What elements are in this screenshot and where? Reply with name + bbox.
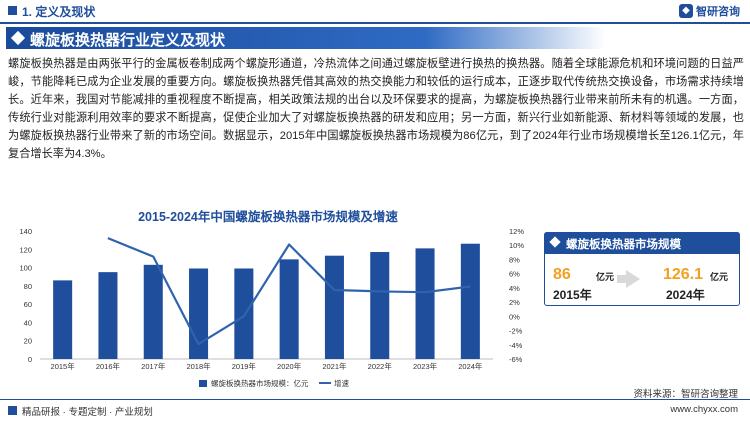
intro-paragraph: 螺旋板换热器是由两张平行的金属板卷制成两个螺旋形通道，冷热流体之间通过螺旋板壁进… [8,58,744,160]
arrow-shaft [617,275,627,283]
logo-text: 智研咨询 [696,6,740,18]
page-title: 螺旋板换热器行业定义及现状 [30,32,226,49]
title-banner: 螺旋板换热器行业定义及现状 [6,27,606,49]
right-tick-label: 4% [509,284,520,293]
bar [98,272,118,359]
right-tick-label: -4% [509,341,523,350]
left-tick-label: 140 [19,227,32,236]
x-tick-label: 2021年 [322,361,347,371]
start-year: 2015年 [553,288,592,302]
footer: 精品研报 · 专题定制 · 产业规划 www.chyxx.com [0,404,750,420]
bar [415,248,435,359]
x-tick-label: 2017年 [141,361,166,371]
source-note: 资料来源：智研咨询整理 [633,389,738,400]
bar [279,259,299,359]
right-tick-label: -6% [509,355,523,364]
footer-marker-icon [8,406,17,415]
bar [324,255,344,359]
start-unit: 亿元 [596,272,615,282]
start-value: 86 [553,266,571,283]
top-bar: 1. 定义及现状 ◆ 智研咨询 [0,0,750,22]
legend-line-label: 增速 [334,378,349,388]
end-unit: 亿元 [710,272,729,282]
x-tick-label: 2019年 [232,361,257,371]
footer-divider [0,399,750,400]
left-tick-label: 0 [28,355,32,364]
x-tick-label: 2018年 [186,361,211,371]
x-tick-label: 2024年 [458,361,483,371]
left-tick-label: 40 [24,318,32,327]
legend-bar-label: 螺旋板换热器市场规模：亿元 [211,378,309,388]
right-tick-label: 10% [509,241,524,250]
header-divider [0,22,750,24]
x-tick-label: 2016年 [96,361,121,371]
diamond-icon [549,236,561,248]
end-value: 126.1 [663,266,704,283]
footer-website: www.chyxx.com [670,404,738,415]
arrow-right-icon [626,270,640,288]
left-tick-label: 20 [24,337,32,346]
bar [53,280,73,359]
right-tick-label: 12% [509,227,524,236]
bar [460,243,480,359]
left-tick-label: 80 [24,282,32,291]
market-size-chart: 0 20 40 60 80 100 120 140 -6% -4% -2% 0% 2% 4% 6% 8% 10%… [19,227,524,388]
market-size-card: 螺旋板换热器市场规模 86 亿元 2015年 126.1 亿元 2024年 [544,232,740,306]
bar [370,252,390,359]
bar [189,268,209,359]
bar [234,268,254,359]
x-tick-label: 2015年 [51,361,76,371]
footer-tagline: 精品研报 · 专题定制 · 产业规划 [22,407,153,418]
right-tick-label: -2% [509,327,523,336]
right-tick-label: 0% [509,312,520,321]
chart-title: 2015-2024年中国螺旋板换热器市场规模及增速 [138,210,398,224]
logo-mark-icon: ◆ [679,4,693,18]
left-tick-label: 100 [19,264,32,273]
x-tick-label: 2023年 [413,361,438,371]
diamond-icon [10,30,26,46]
section-title: 1. 定义及现状 [22,5,96,19]
left-tick-label: 120 [19,245,32,254]
right-tick-label: 8% [509,255,520,264]
x-tick-label: 2020年 [277,361,302,371]
left-tick-label: 60 [24,300,32,309]
bar [143,264,163,359]
legend-bar-swatch [199,380,207,387]
card-header: 螺旋板换热器市场规模 [544,232,740,254]
end-year: 2024年 [666,288,705,302]
card-title: 螺旋板换热器市场规模 [566,239,681,251]
section-marker-icon [8,6,17,15]
company-logo: ◆ 智研咨询 [679,3,740,19]
right-tick-label: 2% [509,298,520,307]
right-tick-label: 6% [509,270,520,279]
x-tick-label: 2022年 [368,361,393,371]
